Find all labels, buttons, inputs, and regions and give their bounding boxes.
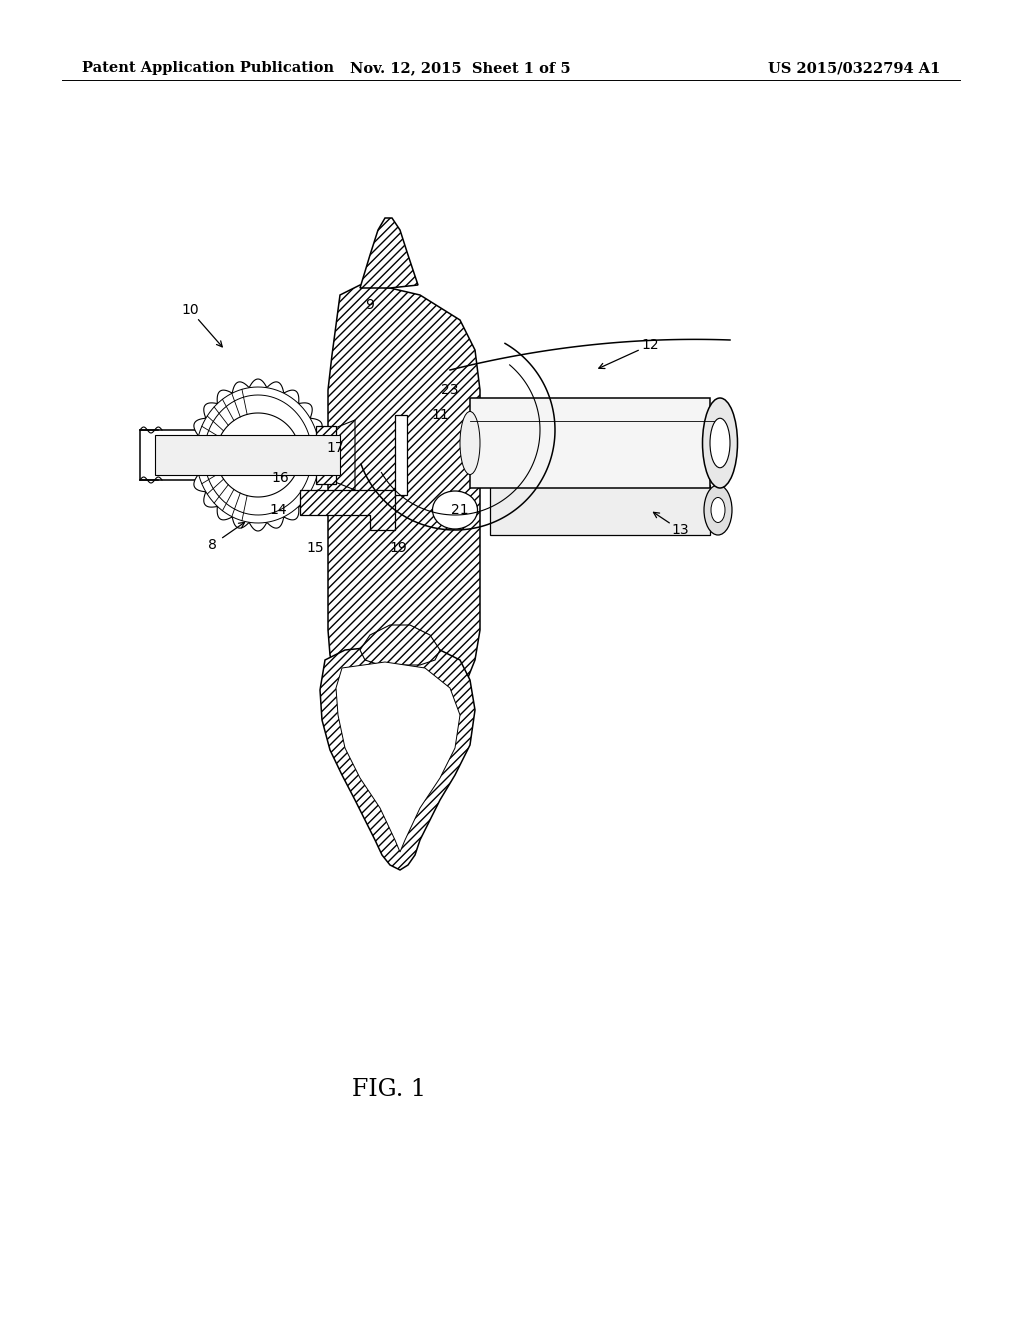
Text: 10: 10 (181, 304, 199, 317)
Text: 21: 21 (452, 503, 469, 517)
Polygon shape (330, 420, 355, 490)
Polygon shape (360, 218, 418, 288)
Polygon shape (360, 624, 440, 665)
Polygon shape (300, 490, 395, 531)
Ellipse shape (460, 412, 480, 474)
Polygon shape (395, 414, 407, 495)
Ellipse shape (711, 498, 725, 523)
Text: US 2015/0322794 A1: US 2015/0322794 A1 (768, 61, 940, 75)
Text: Nov. 12, 2015  Sheet 1 of 5: Nov. 12, 2015 Sheet 1 of 5 (349, 61, 570, 75)
Text: FIG. 1: FIG. 1 (352, 1077, 426, 1101)
Text: 13: 13 (671, 523, 689, 537)
Text: Patent Application Publication: Patent Application Publication (82, 61, 334, 75)
Text: 14: 14 (269, 503, 287, 517)
Polygon shape (316, 426, 336, 484)
Bar (470, 399, 710, 488)
Text: 15: 15 (306, 541, 324, 554)
Ellipse shape (705, 484, 732, 535)
Text: 23: 23 (441, 383, 459, 397)
Polygon shape (319, 648, 475, 870)
Text: 8: 8 (208, 539, 216, 552)
Polygon shape (140, 430, 340, 480)
Ellipse shape (702, 399, 737, 488)
Text: 19: 19 (389, 541, 407, 554)
Text: 11: 11 (431, 408, 449, 422)
Text: 9: 9 (366, 298, 375, 312)
Ellipse shape (432, 491, 477, 529)
Polygon shape (188, 379, 328, 531)
Polygon shape (216, 413, 300, 498)
Text: 16: 16 (271, 471, 289, 484)
Ellipse shape (710, 418, 730, 467)
Polygon shape (336, 663, 460, 851)
Bar (490, 484, 710, 535)
Text: 17: 17 (327, 441, 344, 455)
Polygon shape (328, 285, 480, 710)
Text: 12: 12 (641, 338, 658, 352)
Polygon shape (155, 436, 340, 475)
